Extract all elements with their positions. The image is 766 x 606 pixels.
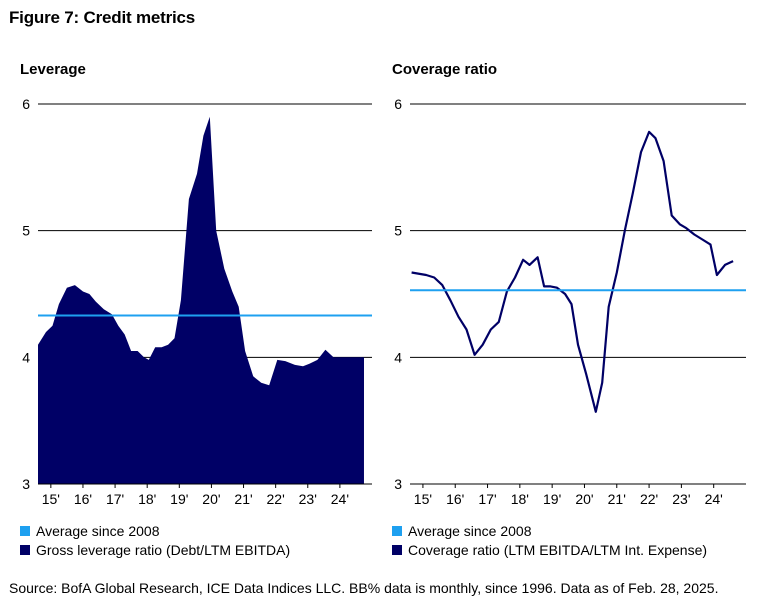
leverage-panel-title: Leverage bbox=[20, 61, 86, 78]
coverage-x-tick-label: 23' bbox=[672, 491, 690, 507]
coverage-y-tick-label: 3 bbox=[394, 476, 402, 492]
leverage-x-tick-label: 22' bbox=[267, 491, 285, 507]
leverage-x-tick-label: 15' bbox=[42, 491, 60, 507]
coverage-x-tick-label: 15' bbox=[414, 491, 432, 507]
coverage-y-tick-label: 5 bbox=[394, 223, 402, 239]
coverage-x-tick-label: 20' bbox=[575, 491, 593, 507]
leverage-y-tick-label: 3 bbox=[22, 476, 30, 492]
coverage-x-tick-label: 24' bbox=[705, 491, 723, 507]
leverage-x-tick-label: 24' bbox=[331, 491, 349, 507]
legend-label-average: Average since 2008 bbox=[36, 522, 160, 539]
legend-swatch-average bbox=[392, 525, 402, 536]
legend-item-average: Average since 2008 bbox=[392, 521, 707, 540]
legend-item-average: Average since 2008 bbox=[20, 521, 290, 540]
coverage-x-tick-label: 19' bbox=[543, 491, 561, 507]
coverage-x-tick-label: 18' bbox=[511, 491, 529, 507]
legend-item-gross-leverage: Gross leverage ratio (Debt/LTM EBITDA) bbox=[20, 540, 290, 559]
leverage-x-tick-label: 19' bbox=[170, 491, 188, 507]
leverage-x-tick-label: 23' bbox=[299, 491, 317, 507]
leverage-x-tick-label: 20' bbox=[202, 491, 220, 507]
leverage-x-tick-label: 21' bbox=[234, 491, 252, 507]
legend-label-coverage-ratio: Coverage ratio (LTM EBITDA/LTM Int. Expe… bbox=[408, 541, 708, 558]
leverage-x-tick-label: 18' bbox=[138, 491, 156, 507]
coverage-panel-title: Coverage ratio bbox=[392, 61, 498, 78]
source-note: Source: BofA Global Research, ICE Data I… bbox=[9, 580, 719, 596]
legend-label-average: Average since 2008 bbox=[408, 522, 532, 539]
coverage-y-tick-label: 4 bbox=[394, 349, 402, 365]
coverage-x-tick-label: 17' bbox=[478, 491, 496, 507]
coverage-x-tick-label: 21' bbox=[608, 491, 626, 507]
legend-item-coverage-ratio: Coverage ratio (LTM EBITDA/LTM Int. Expe… bbox=[392, 540, 707, 559]
leverage-y-tick-label: 6 bbox=[22, 96, 30, 112]
leverage-x-tick-label: 17' bbox=[106, 491, 124, 507]
coverage-x-tick-label: 16' bbox=[446, 491, 464, 507]
leverage-y-tick-label: 5 bbox=[22, 223, 30, 239]
legend-swatch-gross-leverage bbox=[20, 544, 30, 555]
figure-title: Figure 7: Credit metrics bbox=[9, 8, 196, 27]
leverage-legend: Average since 2008 Gross leverage ratio … bbox=[20, 521, 290, 559]
coverage-line-series bbox=[411, 130, 734, 413]
legend-swatch-coverage-ratio bbox=[392, 544, 402, 555]
coverage-legend: Average since 2008 Coverage ratio (LTM E… bbox=[392, 521, 707, 559]
legend-label-gross-leverage: Gross leverage ratio (Debt/LTM EBITDA) bbox=[36, 541, 291, 558]
leverage-y-tick-label: 4 bbox=[22, 349, 30, 365]
leverage-area-series bbox=[38, 116, 364, 484]
leverage-x-tick-label: 16' bbox=[74, 491, 92, 507]
coverage-y-tick-label: 6 bbox=[394, 96, 402, 112]
legend-swatch-average bbox=[20, 525, 30, 536]
coverage-x-tick-label: 22' bbox=[640, 491, 658, 507]
